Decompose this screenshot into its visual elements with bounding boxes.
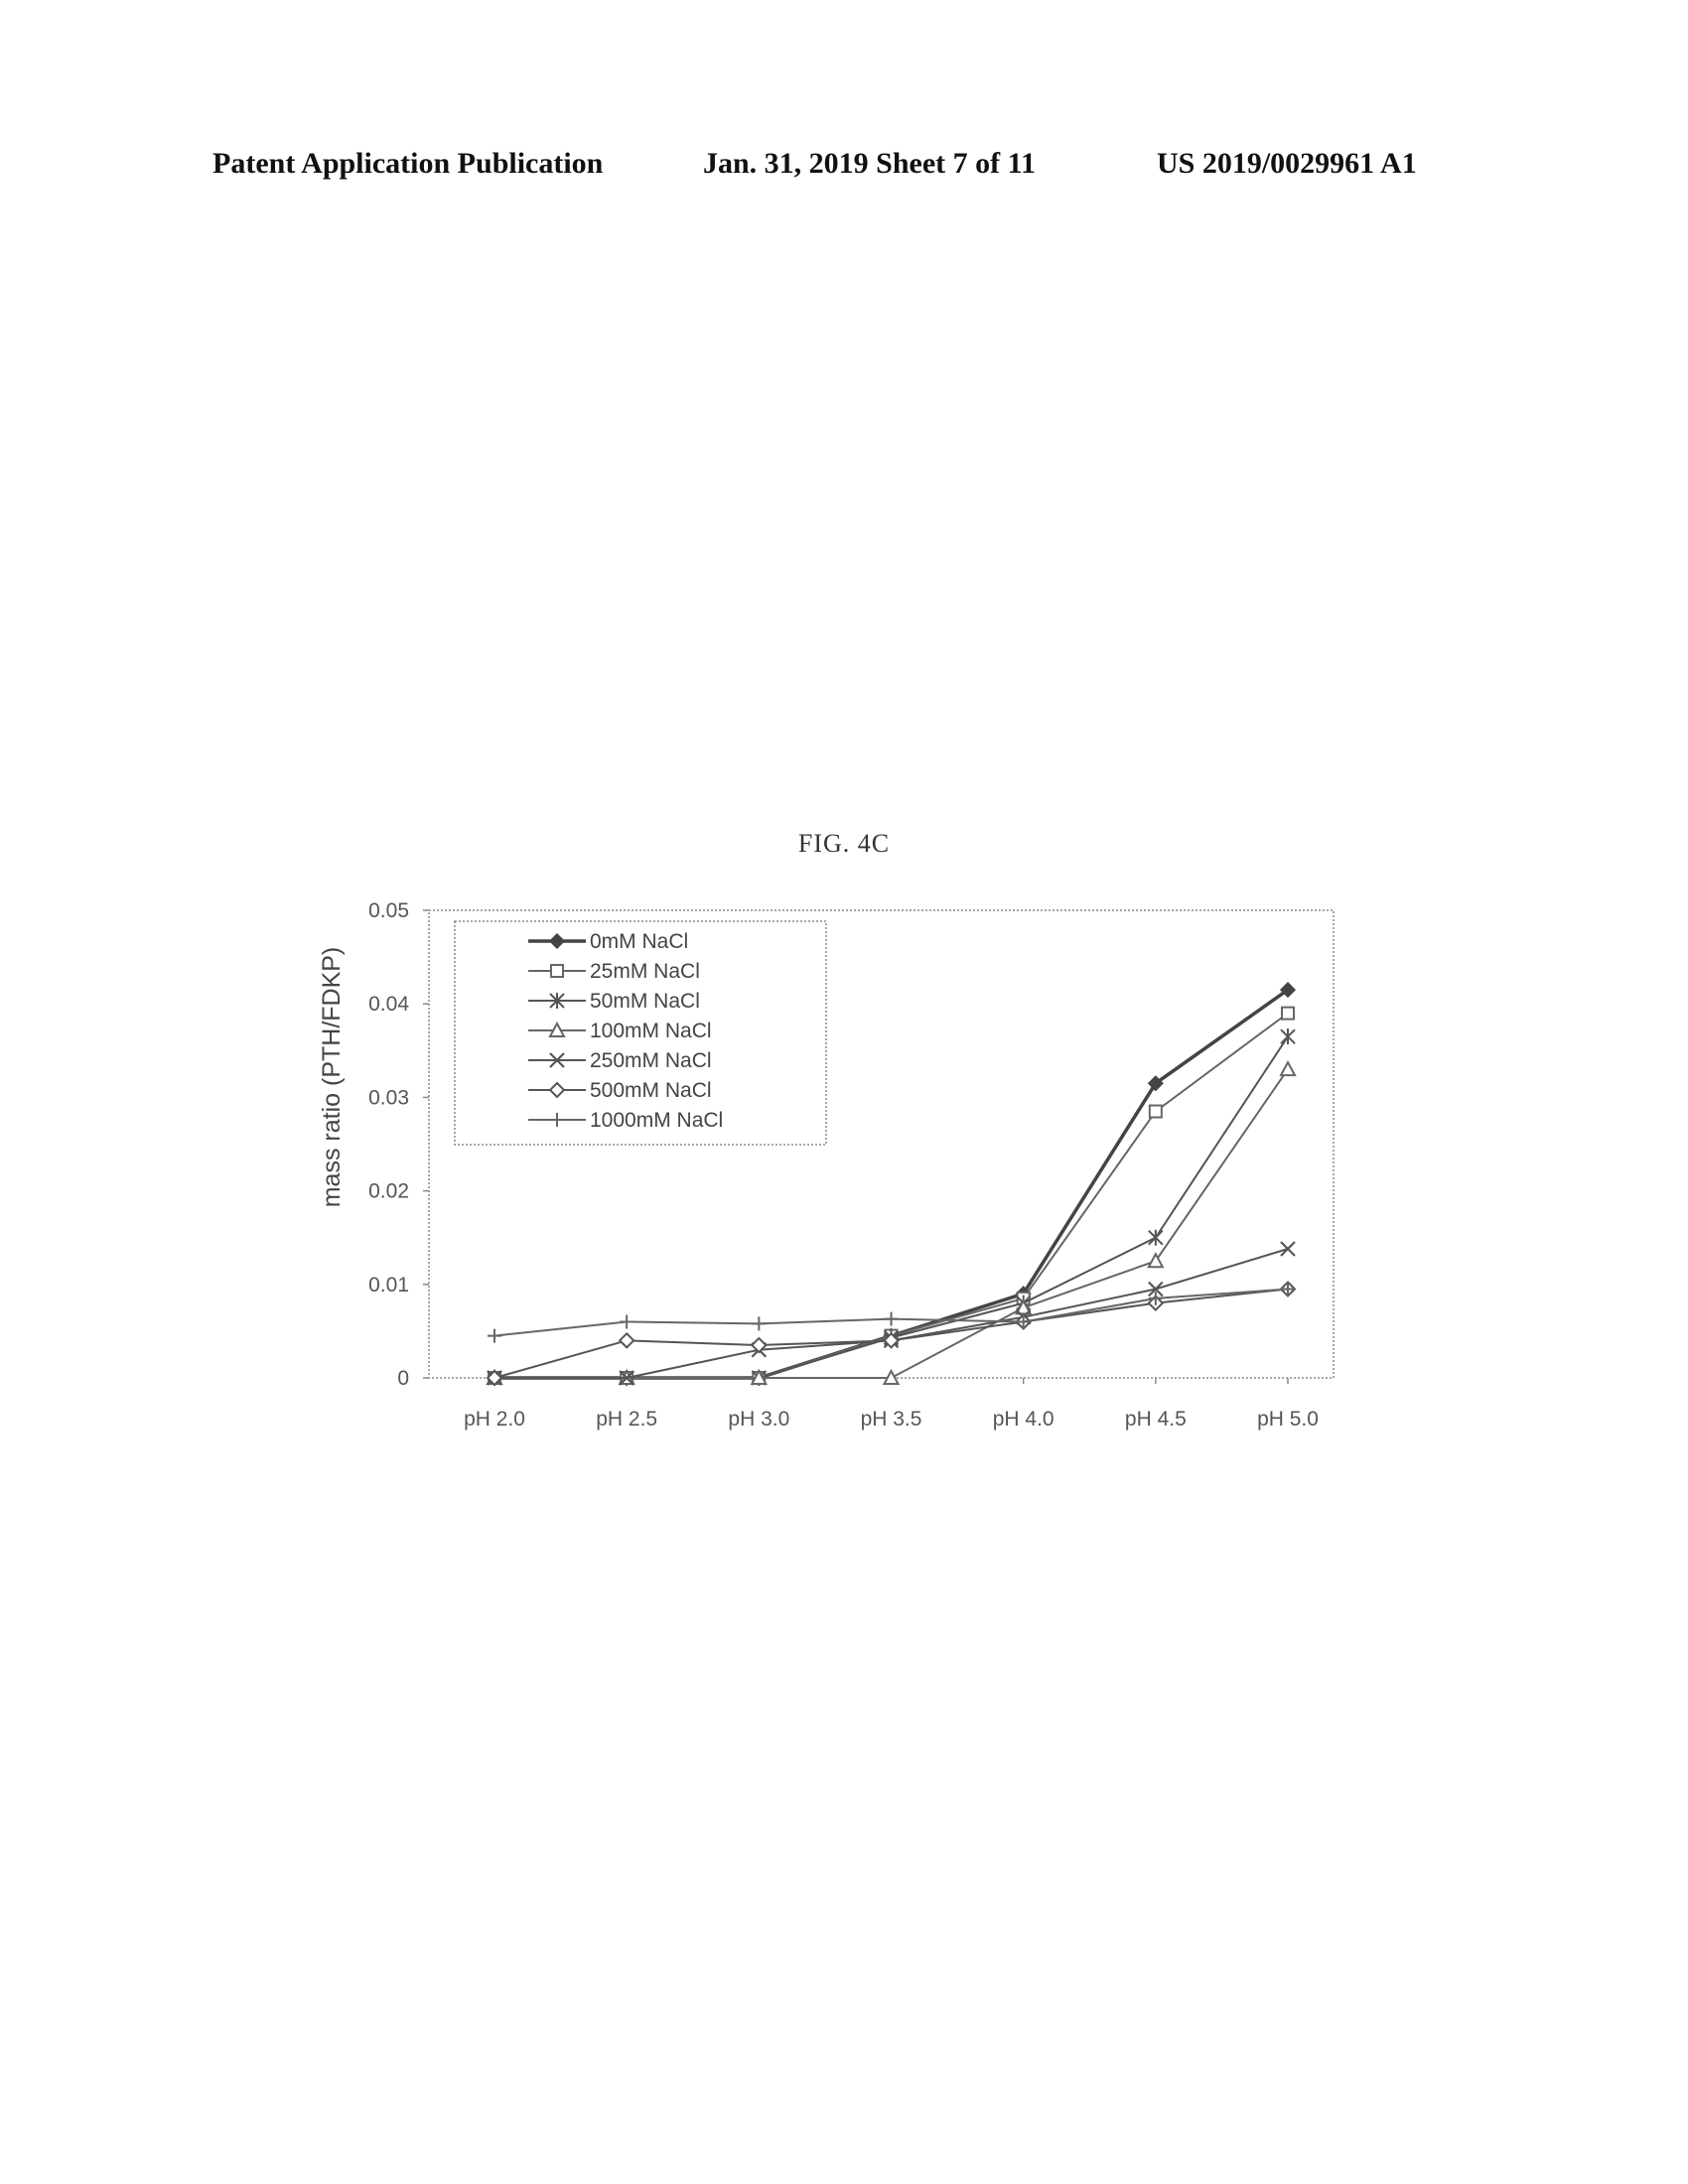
y-tick-label: 0.02 [368, 1180, 409, 1203]
x-tick-label: pH 5.0 [1257, 1408, 1319, 1431]
y-axis-label: mass ratio (PTH/FDKP) [318, 947, 346, 1208]
legend: 0mM NaCl 25mM NaCl 50mM NaCl 100mM NaCl 250m… [455, 921, 826, 1145]
x-tick-label: pH 4.5 [1125, 1408, 1187, 1431]
y-tick-label: 0 [397, 1367, 409, 1390]
x-axis-ticks: pH 2.0 pH 2.5 pH 3.0 pH 3.5 pH 4.0 pH 4.5 pH 5… [464, 1378, 1319, 1431]
data-point [885, 1312, 899, 1326]
data-point [1150, 1106, 1162, 1118]
data-point [1149, 1230, 1163, 1246]
x-tick-label: pH 4.0 [993, 1408, 1055, 1431]
x-tick-label: pH 2.5 [596, 1408, 657, 1431]
data-point [620, 1333, 633, 1347]
y-tick-label: 0.03 [368, 1086, 409, 1109]
legend-label: 25mM NaCl [590, 960, 700, 983]
y-axis-ticks: 0 0.01 0.02 0.03 0.04 0.05 [368, 899, 429, 1390]
x-tick-label: pH 3.5 [861, 1408, 922, 1431]
legend-label: 1000mM NaCl [590, 1109, 723, 1132]
x-tick-label: pH 3.0 [728, 1408, 789, 1431]
y-tick-label: 0.01 [368, 1274, 409, 1297]
data-point [1281, 1062, 1295, 1075]
data-point [752, 1316, 766, 1330]
data-point [488, 1329, 501, 1343]
legend-label: 50mM NaCl [590, 990, 700, 1013]
legend-label: 0mM NaCl [590, 930, 688, 953]
y-tick-label: 0.05 [368, 899, 409, 922]
data-point [1281, 1242, 1295, 1256]
data-point [1282, 1008, 1294, 1020]
data-point [1281, 1028, 1295, 1044]
legend-label: 100mM NaCl [590, 1020, 712, 1042]
legend-marker [551, 965, 563, 977]
data-point [620, 1314, 633, 1328]
y-tick-label: 0.04 [368, 993, 409, 1016]
legend-label: 250mM NaCl [590, 1049, 712, 1072]
data-point [1149, 1254, 1163, 1267]
x-tick-label: pH 2.0 [464, 1408, 525, 1431]
legend-label: 500mM NaCl [590, 1079, 712, 1102]
data-point [1281, 1283, 1295, 1297]
